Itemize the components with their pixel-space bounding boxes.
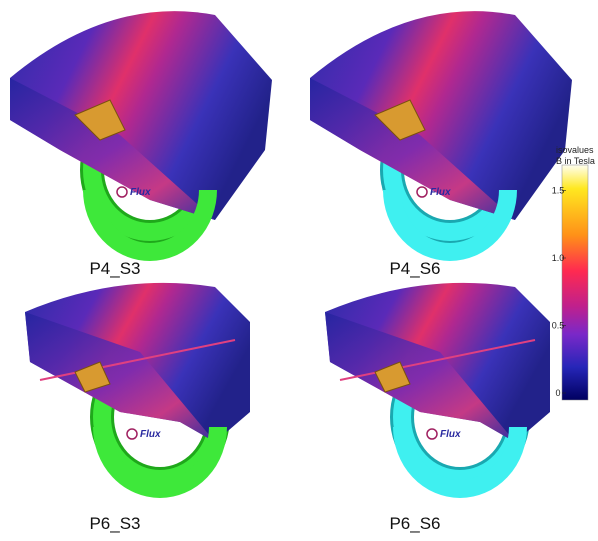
panel: Flux P6_S6 (325, 282, 550, 533)
magnet-body (310, 11, 572, 220)
conductor (74, 99, 126, 141)
panel-label: P4_S3 (89, 259, 140, 278)
conductor (374, 99, 426, 141)
coil-ring-front (83, 189, 217, 261)
panel-label: P6_S3 (89, 514, 140, 533)
coil-ring-front (93, 426, 227, 498)
magnet-body (10, 11, 272, 220)
colorbar-tick-label: 0.5 (552, 321, 565, 331)
magnet-face (310, 78, 515, 220)
magnet-face (10, 78, 215, 220)
logo: Flux (140, 429, 161, 440)
coil-ring-front (393, 426, 527, 498)
conductor (74, 361, 111, 393)
colorbar-tick-label: 1.0 (552, 253, 565, 263)
logo: Flux (440, 429, 461, 440)
logo-mark (416, 186, 428, 198)
magnet-face (325, 312, 515, 442)
logo-mark (116, 186, 128, 198)
colorbar: isovalues B in Tesla 1.5 1.0 0.5 0 (552, 145, 595, 401)
panel: Flux P4_S3 (10, 11, 272, 278)
gap-line (339, 339, 536, 381)
colorbar-tick-label: 1.5 (552, 186, 565, 196)
conductor (374, 361, 411, 393)
coil-ring-front (383, 189, 517, 261)
logo: Flux (430, 187, 451, 198)
panel-label: P4_S6 (389, 259, 440, 278)
magnet-face (25, 312, 215, 442)
panel-label: P6_S6 (389, 514, 440, 533)
gap-line (39, 339, 236, 381)
panel: Flux P4_S6 (310, 11, 572, 278)
logo-mark (126, 428, 138, 440)
colorbar-tick-label: 0 (555, 388, 560, 398)
logo: Flux (130, 187, 151, 198)
colorbar-gradient (561, 164, 589, 401)
colorbar-title: isovalues (556, 145, 594, 155)
colorbar-unit: B in Tesla (556, 156, 595, 166)
panels: Flux P4_S3 Flux P4_S6 Flux P6_S3 Flux P6_S6 (10, 11, 572, 533)
logo-mark (426, 428, 438, 440)
panel: Flux P6_S3 (25, 282, 250, 533)
